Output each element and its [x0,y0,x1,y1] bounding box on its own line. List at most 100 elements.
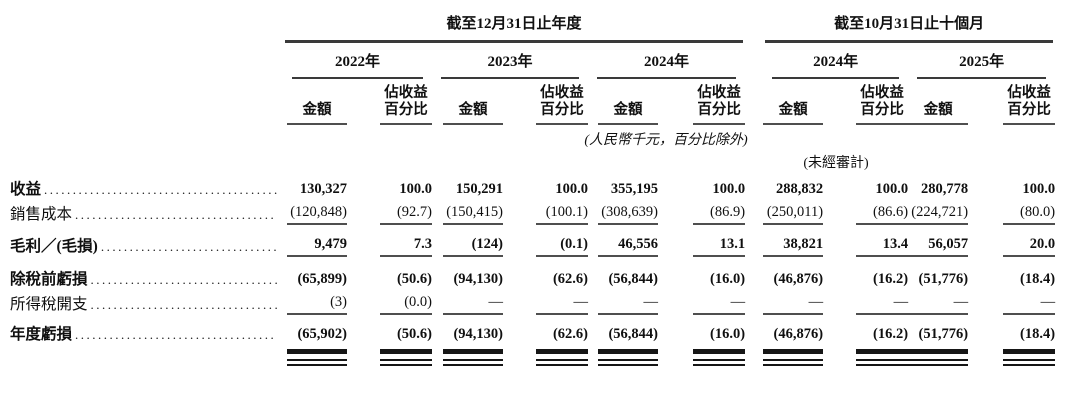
table-row-gross-profit: 毛利／(毛損) 9,479 7.3 (124) (0.1) 46,556 13.… [0,227,1080,259]
col-header-amount: 金額 [908,102,969,125]
value-cell: (3) [287,292,347,315]
dot-leader [91,294,277,315]
value-cell: (80.0) [1003,202,1056,225]
row-label-loss-for-year: 年度虧損 [10,326,73,343]
value-cell: 288,832 [775,181,824,197]
double-underline [536,349,588,366]
row-label-income-tax: 所得稅開支 [10,296,88,313]
value-cell: (92.7) [380,202,432,225]
col-header-pct: 佔收益 百分比 [856,85,909,125]
value-cell: (50.6) [396,326,432,342]
value-cell: (16.2) [873,271,909,287]
dot-leader [101,236,277,257]
value-cell: — [856,292,909,315]
value-cell: (120,848) [287,202,347,225]
dot-leader [91,269,277,290]
value-cell: (16.2) [873,326,909,342]
col-header-pct: 佔收益 百分比 [1003,85,1056,125]
table-row-revenue: 收益 130,327 100.0 150,291 100.0 355,195 1… [0,179,1080,202]
value-cell: (62.6) [552,326,588,342]
unaudited-note: (未經審計) [803,156,869,171]
value-cell: 150,291 [455,181,503,197]
notes-row: (人民幣千元，百分比除外) (未經審計) [0,125,1080,179]
period-header-ten-months: 截至10月31日止十個月 [765,12,1054,43]
value-cell: (224,721) [908,202,969,225]
double-underline [443,349,503,366]
table-row-income-tax: 所得稅開支 (3) (0.0) — — — — — — — — [0,292,1080,317]
column-header-row: 金額 佔收益 百分比 金額 佔收益 百分比 金額 佔收益 百分比 金額 佔收益 百分比 … [0,79,1080,125]
year-header-2024-10m: 2024年 [772,50,900,79]
value-cell: 38,821 [763,234,824,257]
value-cell: (150,415) [443,202,503,225]
period-header-annual: 截至12月31日止年度 [285,12,744,43]
value-cell: (18.4) [1020,326,1056,342]
value-cell: (51,776) [918,271,969,287]
period-group-header-row: 截至12月31日止年度 截至10月31日止十個月 [0,0,1080,43]
value-cell: 130,327 [299,181,347,197]
value-cell: (65,902) [297,326,347,342]
value-cell: (56,844) [608,326,658,342]
value-cell: 46,556 [598,234,658,257]
value-cell: (56,844) [608,271,658,287]
value-cell: — [1003,292,1056,315]
year-header-2025-10m: 2025年 [917,50,1047,79]
value-cell: 56,057 [908,234,969,257]
value-cell: — [536,292,588,315]
double-underline [598,349,658,366]
value-cell: (18.4) [1020,271,1056,287]
value-cell: (0.1) [536,234,588,257]
row-label-loss-before-tax: 除稅前虧損 [10,271,88,288]
value-cell: (94,130) [453,271,503,287]
currency-unit-note: (人民幣千元，百分比除外) [584,133,748,148]
value-cell: 9,479 [287,234,347,257]
value-cell: (46,876) [773,271,824,287]
total-double-rule-row [0,347,1080,366]
value-cell: (46,876) [773,326,824,342]
table-row-loss-for-year: 年度虧損 (65,902) (50.6) (94,130) (62.6) (56… [0,317,1080,347]
value-cell: (0.0) [380,292,432,315]
value-cell: (94,130) [453,326,503,342]
row-label-revenue: 收益 [10,181,42,198]
value-cell: (124) [443,234,503,257]
dot-leader [75,204,277,225]
year-header-2022: 2022年 [292,50,423,79]
value-cell: 13.4 [856,234,909,257]
dot-leader [44,179,277,200]
value-cell: (100.1) [536,202,588,225]
value-cell: 355,195 [610,181,658,197]
value-cell: 20.0 [1003,234,1056,257]
value-cell: (16.0) [710,326,746,342]
col-header-amount: 金額 [287,102,347,125]
value-cell: 13.1 [693,234,746,257]
value-cell: (62.6) [552,271,588,287]
double-underline [908,349,969,366]
col-header-amount: 金額 [598,102,658,125]
value-cell: (308,639) [598,202,658,225]
value-cell: — [443,292,503,315]
value-cell: (51,776) [918,326,969,342]
value-cell: 7.3 [380,234,432,257]
col-header-amount: 金額 [763,102,824,125]
col-header-pct: 佔收益 百分比 [380,85,432,125]
double-underline [763,349,824,366]
double-underline [856,349,909,366]
year-header-row: 2022年 2023年 2024年 2024年 2025年 [0,43,1080,79]
value-cell: 100.0 [555,181,588,197]
value-cell: (16.0) [710,271,746,287]
value-cell: — [598,292,658,315]
value-cell: (250,011) [763,202,824,225]
year-header-2024: 2024年 [597,50,737,79]
value-cell: 100.0 [712,181,746,197]
col-header-amount: 金額 [443,102,503,125]
double-underline [287,349,347,366]
value-cell: 100.0 [399,181,432,197]
double-underline [380,349,432,366]
value-cell: (86.9) [693,202,746,225]
value-cell: 100.0 [875,181,909,197]
table-row-loss-before-tax: 除稅前虧損 (65,899) (50.6) (94,130) (62.6) (5… [0,259,1080,292]
row-label-cost-of-sales: 銷售成本 [10,206,73,223]
value-cell: (65,899) [297,271,347,287]
col-header-pct: 佔收益 百分比 [536,85,588,125]
table-row-cost-of-sales: 銷售成本 (120,848) (92.7) (150,415) (100.1) … [0,202,1080,227]
row-label-gross-profit: 毛利／(毛損) [10,238,98,255]
